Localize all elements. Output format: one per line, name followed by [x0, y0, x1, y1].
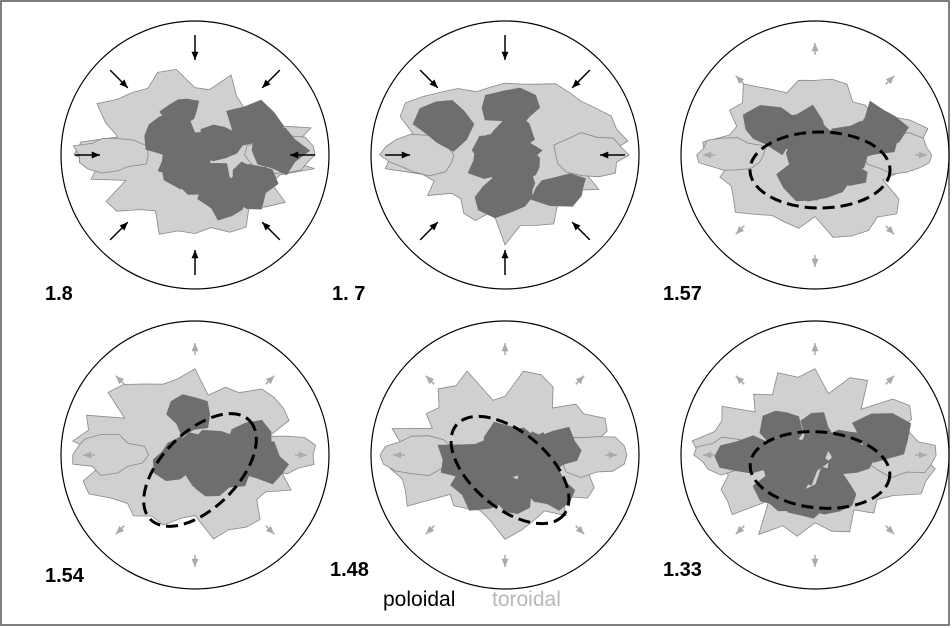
panel-label: 1.57	[663, 283, 702, 305]
legend-poloidal: poloidal	[383, 588, 455, 611]
figure: 1.8 1. 7 1.57 1.54 1.48 1.33 poloidal toroida…	[0, 0, 952, 628]
legend-toroidal: toroidal	[492, 588, 561, 611]
panel-label: 1.48	[330, 559, 369, 581]
panel-label: 1.8	[45, 283, 73, 305]
panel-label: 1. 7	[332, 283, 365, 305]
panel-label: 1.54	[45, 565, 85, 587]
panel-label: 1.33	[663, 559, 702, 581]
page: 1.8 1. 7 1.57 1.54 1.48 1.33 poloidal toroida…	[0, 0, 952, 628]
